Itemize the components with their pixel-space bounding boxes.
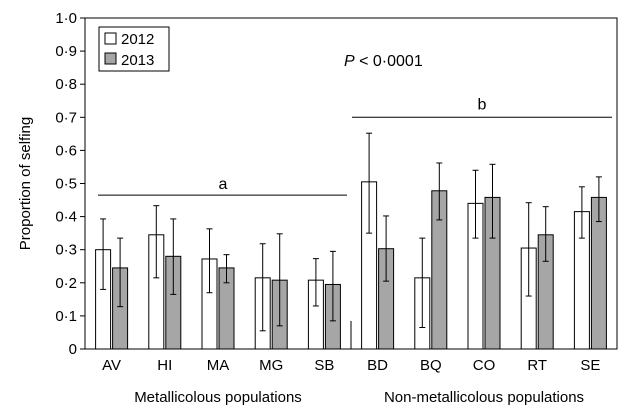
legend-swatch-2012 xyxy=(104,32,117,45)
x-tick-label: RT xyxy=(527,357,547,374)
y-tick-label: 0·8 xyxy=(55,76,77,93)
bars xyxy=(95,132,607,350)
p-value-symbol: P xyxy=(344,53,355,70)
p-value-annotation: P < 0·0001 xyxy=(344,53,423,70)
legend-swatch-2013 xyxy=(104,52,117,65)
y-tick-label: 0·2 xyxy=(55,275,77,292)
legend-label-2013: 2013 xyxy=(121,52,154,69)
y-tick-label: 1·0 xyxy=(55,10,77,27)
legend-label-2012: 2012 xyxy=(121,31,154,48)
y-tick-label: 0·9 xyxy=(55,43,77,60)
x-tick-label: SB xyxy=(314,357,334,374)
x-tick-label: MG xyxy=(259,357,283,374)
y-tick-label: 0 xyxy=(69,341,77,358)
y-tick-label: 0·5 xyxy=(55,176,77,193)
y-tick-label: 0·1 xyxy=(55,308,77,325)
group-a-label: a xyxy=(219,176,228,193)
x-tick-label: CO xyxy=(473,357,496,374)
group-label-metallicolous: Metallicolous populations xyxy=(134,389,302,406)
y-tick-label: 0·7 xyxy=(55,109,77,126)
x-tick-label: HI xyxy=(157,357,172,374)
x-tick-label: BQ xyxy=(420,357,442,374)
y-axis-title: Proportion of selfing xyxy=(17,117,34,250)
y-tick-label: 0·4 xyxy=(55,209,77,226)
x-tick-label: SE xyxy=(580,357,600,374)
annotations: P < 0·0001 a b xyxy=(98,53,612,196)
group-label-non-metallicolous: Non-metallicolous populations xyxy=(384,389,584,406)
group-b-label: b xyxy=(478,96,487,113)
axes: 0 0·1 0·2 0·3 0·4 0·5 0·6 0·7 0·8 0·9 1·0 Proportio… xyxy=(17,10,618,406)
p-value-text: < 0·0001 xyxy=(355,53,423,70)
y-tick-label: 0·6 xyxy=(55,142,77,159)
x-tick-label: BD xyxy=(367,357,388,374)
y-tick-label: 0·3 xyxy=(55,242,77,259)
legend: 2012 2013 xyxy=(98,26,170,72)
x-tick-label: MA xyxy=(207,357,230,374)
x-tick-label: AV xyxy=(102,357,121,374)
